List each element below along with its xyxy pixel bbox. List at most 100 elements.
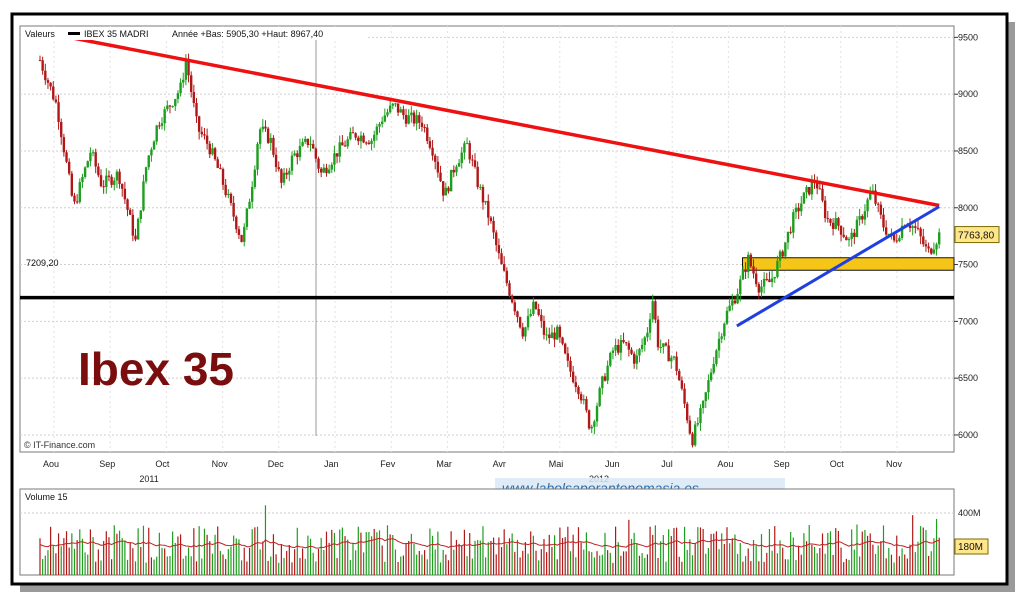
- candle-body: [688, 420, 692, 434]
- candle-body: [802, 192, 806, 204]
- candle-body: [52, 86, 55, 100]
- candle-body: [256, 143, 259, 170]
- candle-body: [656, 319, 660, 348]
- candle-body: [922, 236, 925, 245]
- candle-body: [754, 273, 758, 285]
- valeurs-label: Valeurs: [25, 29, 55, 39]
- candle-body: [651, 301, 654, 320]
- candle-body: [163, 109, 166, 124]
- month-label: Oct: [155, 459, 170, 469]
- candle-body: [916, 227, 920, 229]
- candle-body: [195, 103, 198, 117]
- month-label: Dec: [268, 459, 285, 469]
- candle-body: [500, 253, 503, 265]
- candle-body: [879, 204, 883, 215]
- candle-body: [81, 176, 84, 183]
- candle-body: [415, 115, 418, 124]
- candle-body: [863, 211, 867, 220]
- month-grid: [53, 26, 898, 452]
- candle-body: [319, 168, 323, 173]
- candle-body: [810, 181, 814, 195]
- candle-body: [402, 109, 405, 115]
- candle-body: [288, 170, 291, 175]
- candle-body: [38, 60, 42, 62]
- candle-body: [784, 242, 787, 257]
- candle-body: [229, 193, 233, 203]
- candle-body: [850, 232, 853, 240]
- candle-body: [908, 225, 912, 228]
- candle-body: [574, 382, 578, 388]
- candle-body: [847, 239, 851, 241]
- price-tick-label: 7500: [958, 260, 978, 270]
- candle-body: [41, 60, 44, 71]
- candle-body: [213, 148, 217, 160]
- candle-body: [189, 75, 193, 92]
- candle-body: [762, 278, 766, 287]
- candle-body: [778, 251, 782, 261]
- candle-body: [632, 353, 636, 364]
- candle-body: [770, 278, 774, 283]
- candle-body: [680, 380, 684, 389]
- candle-body: [585, 399, 588, 411]
- candle-body: [428, 141, 432, 148]
- candle-body: [224, 184, 227, 196]
- candle-body: [752, 266, 755, 274]
- candle-body: [577, 387, 580, 395]
- candle-body: [566, 353, 570, 361]
- candle-body: [452, 169, 455, 173]
- candle-body: [179, 82, 182, 94]
- candle-body: [269, 137, 272, 143]
- candle-body: [524, 327, 527, 337]
- candle-body: [495, 232, 498, 246]
- candle-body: [479, 186, 482, 188]
- month-label: Jan: [324, 459, 339, 469]
- candle-body: [792, 212, 795, 233]
- candle-body: [187, 61, 190, 76]
- candle-body: [78, 182, 81, 202]
- candle-body: [434, 155, 437, 162]
- candle-body: [760, 286, 763, 293]
- credit-text: © IT-Finance.com: [24, 440, 95, 450]
- candle-body: [895, 240, 898, 242]
- candle-body: [704, 392, 707, 401]
- candle-body: [659, 347, 662, 349]
- candle-body: [837, 218, 840, 226]
- candle-body: [46, 80, 50, 83]
- month-label: Mar: [436, 459, 452, 469]
- candle-body: [335, 153, 339, 157]
- candle-body: [399, 109, 402, 113]
- volume-axis-tick: 400M: [958, 508, 981, 518]
- month-label: Aou: [717, 459, 733, 469]
- candle-body: [301, 141, 304, 147]
- support-trendline: [736, 205, 940, 328]
- candle-body: [182, 79, 185, 83]
- candle-body: [643, 337, 646, 345]
- candle-body: [855, 219, 859, 238]
- candle-body: [391, 103, 394, 106]
- candle-body: [617, 344, 620, 353]
- resistance-trendline: [39, 29, 940, 208]
- candle-body: [277, 167, 280, 170]
- candle-body: [818, 188, 822, 190]
- candle-body: [505, 270, 509, 284]
- candle-body: [296, 153, 299, 158]
- candle-body: [365, 142, 368, 144]
- candle-body: [317, 158, 320, 169]
- candle-body: [882, 214, 885, 228]
- candle-body: [150, 149, 153, 156]
- candle-body: [426, 127, 429, 142]
- year-label: 2011: [139, 474, 158, 484]
- candle-body: [715, 350, 718, 364]
- candle-body: [412, 112, 416, 124]
- candle-body: [62, 137, 66, 153]
- candle-body: [476, 166, 479, 188]
- candle-body: [441, 181, 445, 196]
- candle-body: [484, 200, 487, 203]
- candle-body: [861, 216, 864, 220]
- price-tick-label: 9000: [958, 89, 978, 99]
- candle-body: [884, 227, 888, 235]
- candle-body: [314, 148, 318, 159]
- candle-body: [540, 314, 543, 321]
- candle-body: [513, 302, 516, 312]
- candle-body: [383, 115, 387, 122]
